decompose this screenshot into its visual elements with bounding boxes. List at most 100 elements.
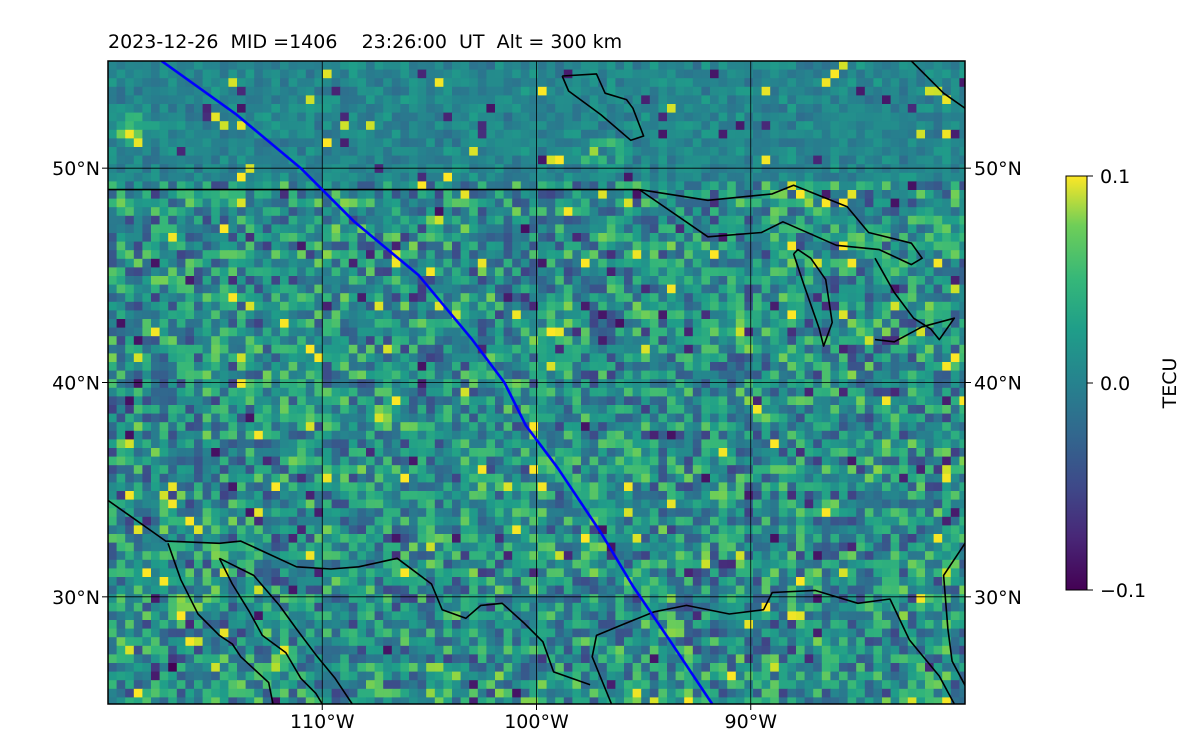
heatmap-cell: [125, 301, 135, 311]
heatmap-cell: [753, 215, 763, 225]
heatmap-cell: [108, 104, 118, 114]
heatmap-cell: [830, 362, 840, 372]
heatmap-cell: [383, 198, 393, 208]
heatmap-cell: [950, 224, 960, 234]
heatmap-cell: [727, 155, 737, 165]
heatmap-cell: [219, 336, 229, 346]
heatmap-cell: [305, 284, 315, 294]
heatmap-cell: [839, 198, 849, 208]
heatmap-cell: [581, 215, 591, 225]
heatmap-cell: [108, 448, 118, 458]
heatmap-cell: [942, 439, 952, 449]
heatmap-cell: [804, 344, 814, 354]
heatmap-cell: [194, 353, 204, 363]
heatmap-cell: [400, 456, 410, 466]
heatmap-cell: [512, 422, 522, 432]
heatmap-cell: [348, 336, 358, 346]
heatmap-cell: [443, 258, 453, 268]
heatmap-cell: [925, 301, 935, 311]
heatmap-cell: [108, 353, 118, 363]
heatmap-cell: [366, 422, 376, 432]
heatmap-cell: [417, 112, 427, 122]
heatmap-cell: [434, 439, 444, 449]
heatmap-cell: [228, 138, 238, 148]
heatmap-cell: [546, 422, 556, 432]
heatmap-cell: [589, 224, 599, 234]
heatmap-cell: [503, 95, 513, 105]
heatmap-cell: [538, 482, 548, 492]
heatmap-cell: [667, 250, 677, 260]
heatmap-cell: [830, 439, 840, 449]
heatmap-cell: [503, 198, 513, 208]
heatmap-cell: [452, 284, 462, 294]
heatmap-cell: [624, 155, 634, 165]
heatmap-cell: [710, 396, 720, 406]
heatmap-cell: [185, 224, 195, 234]
heatmap-cell: [572, 155, 582, 165]
heatmap-cell: [830, 430, 840, 440]
heatmap-cell: [434, 293, 444, 303]
heatmap-cell: [641, 336, 651, 346]
heatmap-cell: [959, 181, 965, 191]
heatmap-cell: [641, 233, 651, 243]
heatmap-cell: [907, 353, 917, 363]
heatmap-cell: [477, 396, 487, 406]
heatmap-cell: [512, 112, 522, 122]
heatmap-cell: [933, 241, 943, 251]
heatmap-cell: [245, 95, 255, 105]
heatmap-cell: [675, 362, 685, 372]
heatmap-cell: [168, 95, 178, 105]
heatmap-cell: [237, 138, 247, 148]
heatmap-cell: [632, 121, 642, 131]
heatmap-cell: [813, 284, 823, 294]
heatmap-cell: [409, 387, 419, 397]
heatmap-cell: [529, 104, 539, 114]
heatmap-cell: [512, 215, 522, 225]
heatmap-cell: [133, 241, 143, 251]
heatmap-cell: [443, 138, 453, 148]
heatmap-cell: [813, 61, 823, 71]
heatmap-cell: [821, 164, 831, 174]
heatmap-cell: [589, 215, 599, 225]
heatmap-cell: [520, 198, 530, 208]
heatmap-cell: [168, 473, 178, 483]
heatmap-cell: [925, 293, 935, 303]
heatmap-cell: [151, 473, 161, 483]
heatmap-cell: [684, 405, 694, 415]
heatmap-cell: [821, 181, 831, 191]
heatmap-cell: [409, 181, 419, 191]
heatmap-cell: [761, 241, 771, 251]
heatmap-cell: [744, 327, 754, 337]
heatmap-cell: [796, 405, 806, 415]
heatmap-cell: [933, 422, 943, 432]
heatmap-cell: [950, 258, 960, 268]
heatmap-cell: [538, 379, 548, 389]
heatmap-cell: [520, 241, 530, 251]
heatmap-cell: [176, 284, 186, 294]
heatmap-cell: [839, 405, 849, 415]
heatmap-cell: [684, 95, 694, 105]
heatmap-cell: [168, 301, 178, 311]
heatmap-cell: [366, 69, 376, 79]
heatmap-cell: [417, 69, 427, 79]
heatmap-cell: [581, 336, 591, 346]
heatmap-cell: [744, 258, 754, 268]
heatmap-cell: [933, 190, 943, 200]
heatmap-cell: [469, 319, 479, 329]
heatmap-cell: [589, 155, 599, 165]
heatmap-cell: [744, 482, 754, 492]
heatmap-cell: [615, 86, 625, 96]
heatmap-cell: [916, 147, 926, 157]
heatmap-cell: [727, 86, 737, 96]
heatmap-cell: [882, 276, 892, 286]
heatmap-cell: [624, 413, 634, 423]
heatmap-cell: [821, 129, 831, 139]
heatmap-cell: [735, 456, 745, 466]
heatmap-cell: [168, 250, 178, 260]
heatmap-cell: [116, 379, 126, 389]
heatmap-cell: [830, 258, 840, 268]
heatmap-cell: [778, 207, 788, 217]
heatmap-cell: [340, 129, 350, 139]
heatmap-cell: [314, 147, 324, 157]
heatmap-cell: [108, 319, 118, 329]
